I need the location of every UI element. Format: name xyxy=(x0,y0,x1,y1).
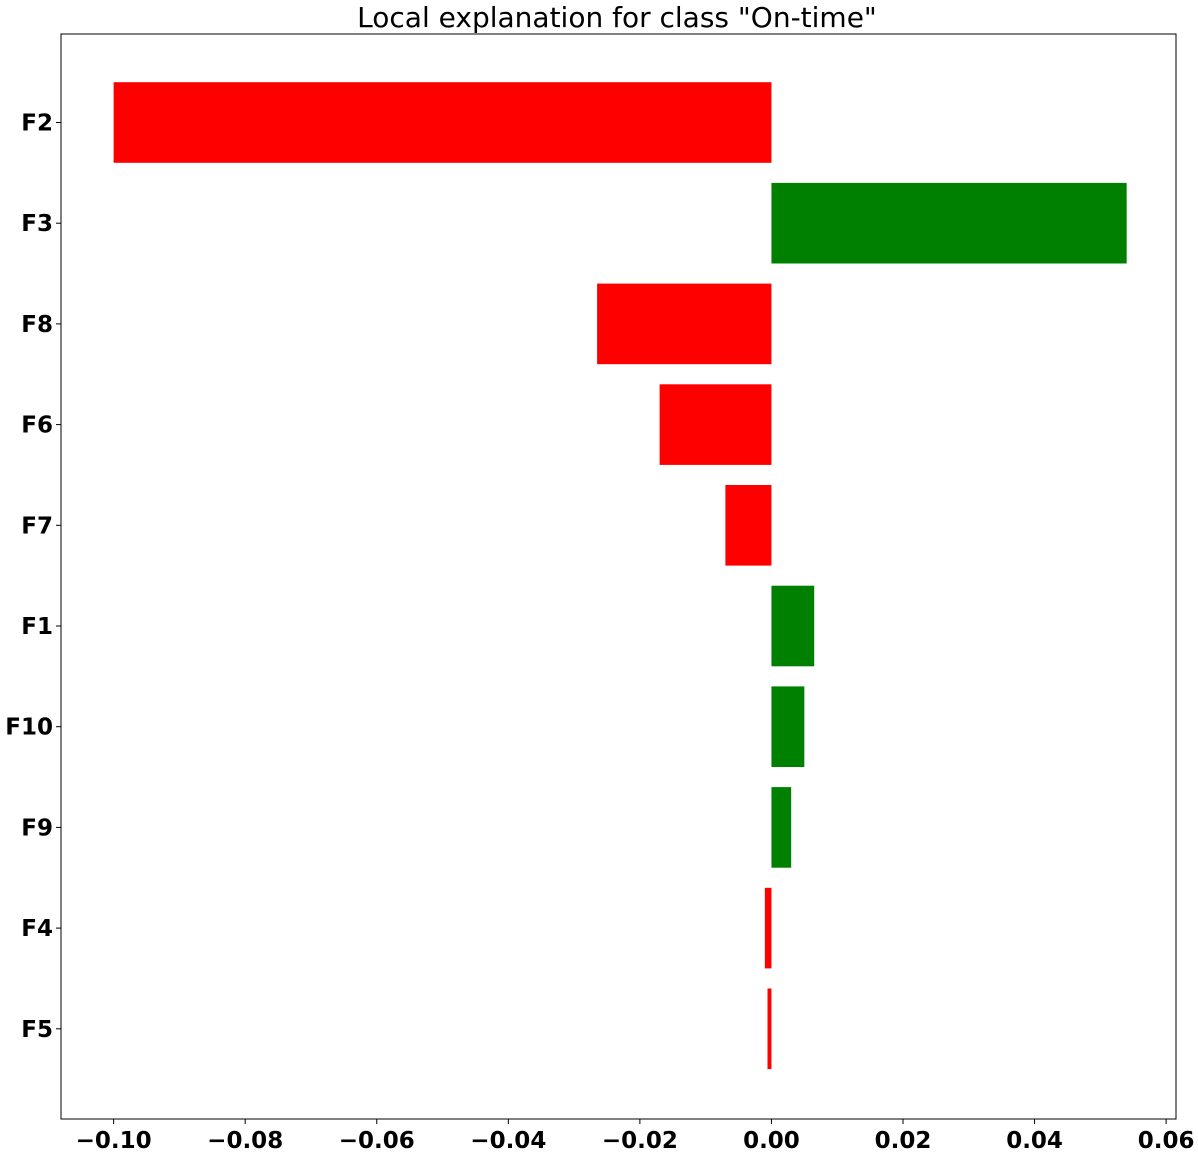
bar-f10 xyxy=(771,686,805,767)
bar-f5 xyxy=(767,988,772,1070)
y-tick-label-f7: F7 xyxy=(21,513,53,539)
x-tick-label: 0.02 xyxy=(875,1128,932,1154)
y-tick-label-f9: F9 xyxy=(21,815,53,841)
x-tick-label: 0.00 xyxy=(743,1128,800,1154)
x-tick-label: −0.08 xyxy=(207,1128,283,1154)
bar-f8 xyxy=(597,283,772,365)
x-tick-label: −0.06 xyxy=(339,1128,415,1154)
category-labels: F2 F3 F8 F6 F7 F1 F10 F9 F4 F5 xyxy=(5,111,61,1043)
bar-f9 xyxy=(771,787,792,868)
x-tick-label: 0.06 xyxy=(1138,1128,1195,1154)
y-tick-label-f10: F10 xyxy=(5,715,53,741)
y-tick-label-f5: F5 xyxy=(21,1017,53,1043)
x-tick-label: −0.04 xyxy=(470,1128,546,1154)
x-tick-label: −0.10 xyxy=(76,1128,152,1154)
bar-f3 xyxy=(771,182,1127,264)
y-tick-label-f4: F4 xyxy=(21,916,53,942)
bar-f4 xyxy=(764,887,772,969)
bar-f1 xyxy=(771,585,815,667)
x-tick-label: 0.04 xyxy=(1006,1128,1063,1154)
chart-title: Local explanation for class "On-time" xyxy=(357,1,877,34)
bar-f2 xyxy=(113,82,772,163)
bar-f6 xyxy=(659,384,772,465)
y-tick-label-f8: F8 xyxy=(21,312,53,338)
y-tick-label-f6: F6 xyxy=(21,413,53,439)
bars-group xyxy=(113,82,1127,1070)
x-tick-label: −0.02 xyxy=(602,1128,678,1154)
y-tick-label-f1: F1 xyxy=(21,614,53,640)
plot-frame xyxy=(60,33,1177,1120)
y-tick-label-f2: F2 xyxy=(21,111,53,137)
bar-f7 xyxy=(725,485,772,566)
y-tick-label-f3: F3 xyxy=(21,211,53,237)
x-axis: −0.10 −0.08 −0.06 −0.04 −0.02 0.00 0.02 0.04 0.0… xyxy=(76,1119,1195,1154)
